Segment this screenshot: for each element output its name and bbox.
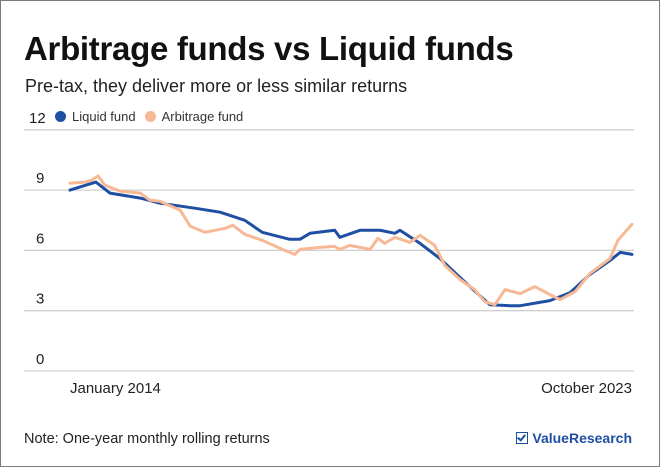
y-axis-ticks: 0 3 6 9 12 xyxy=(29,110,46,368)
y-tick-label: 9 xyxy=(36,170,44,187)
legend-label-liquid: Liquid fund xyxy=(72,109,136,124)
x-axis-start-label: January 2014 xyxy=(70,380,161,397)
footnote: Note: One-year monthly rolling returns xyxy=(24,431,270,447)
chart-subtitle: Pre-tax, they deliver more or less simil… xyxy=(25,76,408,96)
gridlines xyxy=(24,129,634,372)
y-tick-label: 3 xyxy=(36,291,44,308)
y-tick-label: 12 xyxy=(29,110,46,127)
y-tick-label: 0 xyxy=(36,351,44,368)
series-line-arbitrage-fund xyxy=(68,174,634,307)
x-axis-end-label: October 2023 xyxy=(541,380,632,397)
brand-name: ValueResearch xyxy=(532,430,632,446)
y-tick-label: 6 xyxy=(36,230,44,247)
chart-title: Arbitrage funds vs Liquid funds xyxy=(24,30,514,67)
arbitrage-dot-icon xyxy=(144,111,156,122)
checkbox-logo-icon xyxy=(516,432,529,444)
legend-item-liquid: Liquid fund xyxy=(55,109,136,124)
legend-label-arbitrage: Arbitrage fund xyxy=(161,109,244,124)
liquid-dot-icon xyxy=(55,111,66,122)
series-line-liquid-fund xyxy=(68,180,634,308)
legend: Liquid fund Arbitrage fund xyxy=(55,109,252,124)
brand-logo: ValueResearch xyxy=(516,430,632,446)
series-lines xyxy=(68,174,634,308)
legend-item-arbitrage: Arbitrage fund xyxy=(144,109,244,124)
